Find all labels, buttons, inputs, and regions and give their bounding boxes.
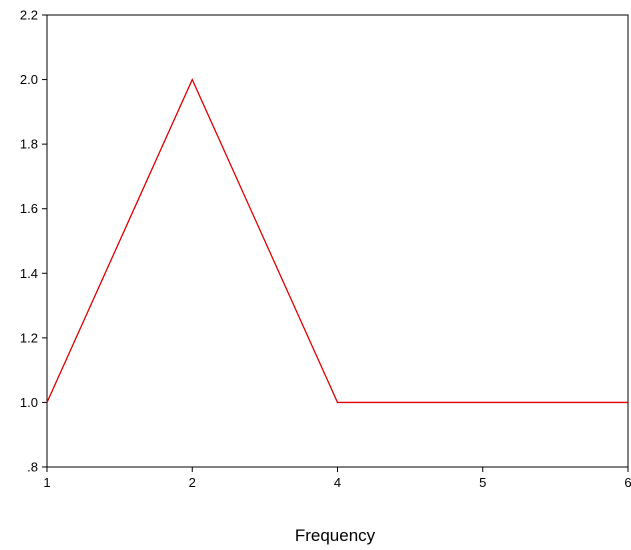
x-axis-title: Frequency xyxy=(295,526,376,545)
y-tick-label: .8 xyxy=(27,460,38,475)
x-axis: 1 2 4 5 6 xyxy=(43,467,631,490)
x-tick-label: 5 xyxy=(479,475,486,490)
y-tick-label: 1.8 xyxy=(20,137,38,152)
y-tick-label: 2.0 xyxy=(20,72,38,87)
series-group xyxy=(46,77,628,404)
series-line xyxy=(46,77,628,404)
y-tick-label: 1.0 xyxy=(20,395,38,410)
y-tick-label: 1.2 xyxy=(20,330,38,345)
y-tick-label: 1.4 xyxy=(20,266,38,281)
y-tick-label: 2.2 xyxy=(20,8,38,23)
x-tick-label: 6 xyxy=(624,475,631,490)
y-axis: .8 1.0 1.2 1.4 1.6 1.8 2.0 2.2 xyxy=(20,8,47,475)
x-tick-label: 2 xyxy=(189,475,196,490)
plot-frame xyxy=(46,14,629,468)
y-tick-label: 1.6 xyxy=(20,201,38,216)
x-tick-label: 1 xyxy=(43,475,50,490)
x-tick-label: 4 xyxy=(334,475,341,490)
